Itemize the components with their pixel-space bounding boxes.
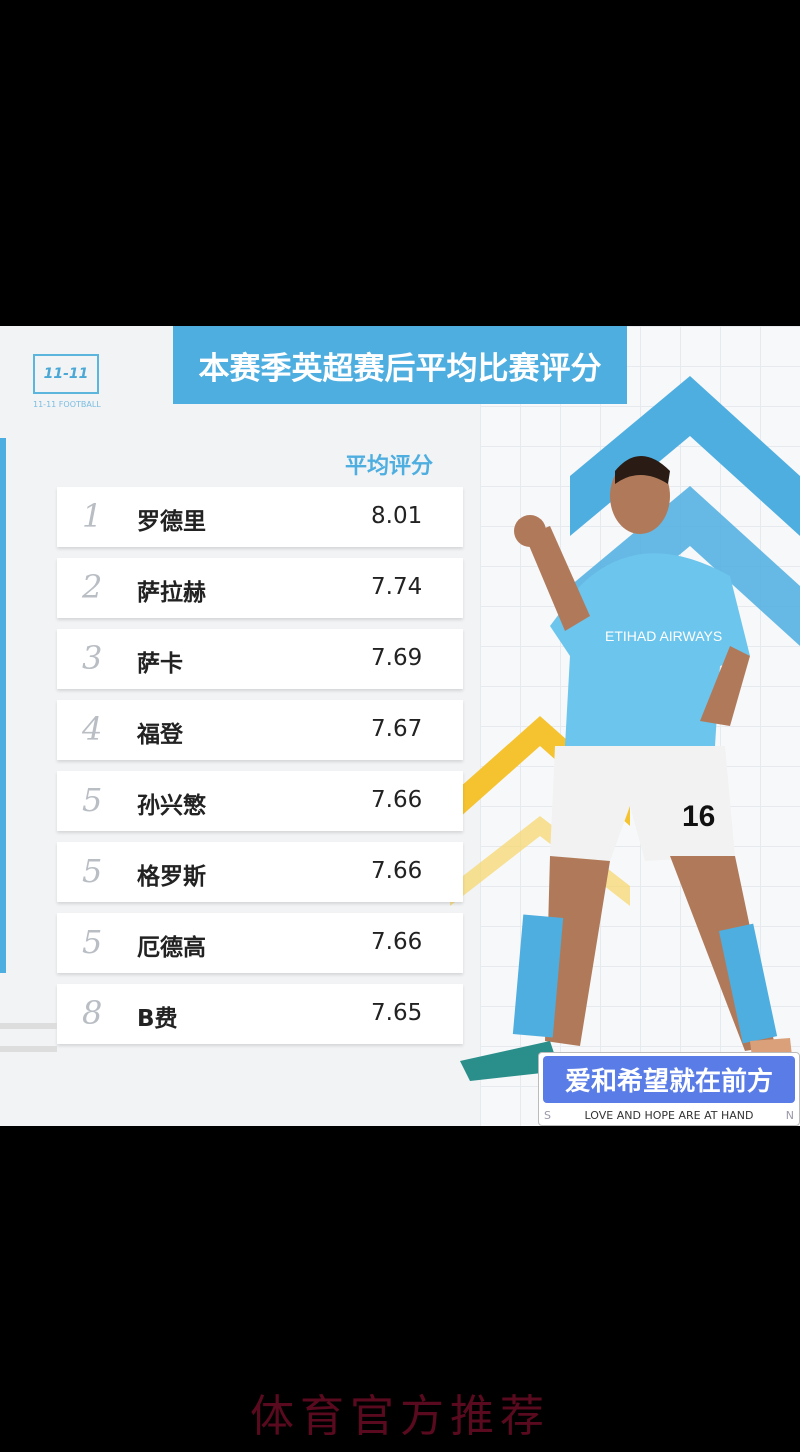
player-name: 厄德高 bbox=[137, 935, 206, 961]
ranking-row: 2 萨拉赫 7.74 bbox=[57, 558, 463, 618]
rank-number: 1 bbox=[82, 497, 103, 535]
accent-bar bbox=[0, 438, 6, 973]
logo-subtitle: 11-11 FOOTBALL bbox=[33, 400, 101, 409]
logo: 11-11 bbox=[33, 354, 99, 394]
rank-number: 8 bbox=[82, 994, 103, 1032]
banner-left-letter: S bbox=[544, 1109, 551, 1122]
rank-number: 3 bbox=[82, 639, 103, 677]
slogan-banner: 爱和希望就在前方 S LOVE AND HOPE ARE AT HAND N bbox=[538, 1052, 800, 1126]
ranking-row: 5 厄德高 7.66 bbox=[57, 913, 463, 973]
player-score: 7.67 bbox=[371, 716, 423, 742]
rank-number: 2 bbox=[82, 568, 103, 606]
player-name: 萨卡 bbox=[137, 651, 183, 677]
player-score: 8.01 bbox=[371, 503, 423, 529]
ranking-row: 8 B费 7.65 bbox=[57, 984, 463, 1044]
ranking-row: 5 孙兴慜 7.66 bbox=[57, 771, 463, 831]
player-score: 7.65 bbox=[371, 1000, 423, 1026]
player-name: B费 bbox=[137, 1006, 178, 1032]
player-score: 7.66 bbox=[371, 929, 423, 955]
player-score: 7.74 bbox=[371, 574, 423, 600]
player-score: 7.66 bbox=[371, 787, 423, 813]
banner-right-letter: N bbox=[785, 1109, 794, 1122]
ranking-row: 4 福登 7.67 bbox=[57, 700, 463, 760]
column-header-score: 平均评分 bbox=[345, 454, 434, 479]
rank-number: 5 bbox=[82, 852, 103, 890]
player-name: 萨拉赫 bbox=[137, 580, 206, 606]
player-artwork: ETIHAD AIRWAYS 16 bbox=[450, 376, 800, 1081]
slogan-main: 爱和希望就在前方 bbox=[543, 1056, 795, 1103]
rank-number: 5 bbox=[82, 781, 103, 819]
player-score: 7.69 bbox=[371, 645, 423, 671]
shorts-number: 16 bbox=[682, 800, 715, 833]
rank-number: 5 bbox=[82, 923, 103, 961]
footer-caption: 体育官方推荐 bbox=[250, 1391, 550, 1442]
ranking-row: 1 罗德里 8.01 bbox=[57, 487, 463, 547]
player-name: 罗德里 bbox=[137, 509, 206, 535]
rank-number: 4 bbox=[82, 710, 103, 748]
blue-chevron bbox=[570, 376, 800, 536]
poster: ETIHAD AIRWAYS 16 11-11 11-11 FOOTBALL 本… bbox=[0, 326, 800, 1126]
divider bbox=[0, 1023, 57, 1029]
logo-text: 11-11 bbox=[43, 366, 89, 382]
player-score: 7.66 bbox=[371, 858, 423, 884]
slogan-sub: LOVE AND HOPE ARE AT HAND bbox=[584, 1109, 754, 1122]
page-title: 本赛季英超赛后平均比赛评分 bbox=[173, 326, 627, 404]
player-name: 孙兴慜 bbox=[137, 793, 206, 819]
ranking-row: 3 萨卡 7.69 bbox=[57, 629, 463, 689]
ranking-row: 5 格罗斯 7.66 bbox=[57, 842, 463, 902]
player-name: 福登 bbox=[137, 722, 183, 748]
player-name: 格罗斯 bbox=[137, 864, 206, 890]
divider bbox=[0, 1046, 57, 1052]
shirt-sponsor: ETIHAD AIRWAYS bbox=[605, 628, 722, 644]
